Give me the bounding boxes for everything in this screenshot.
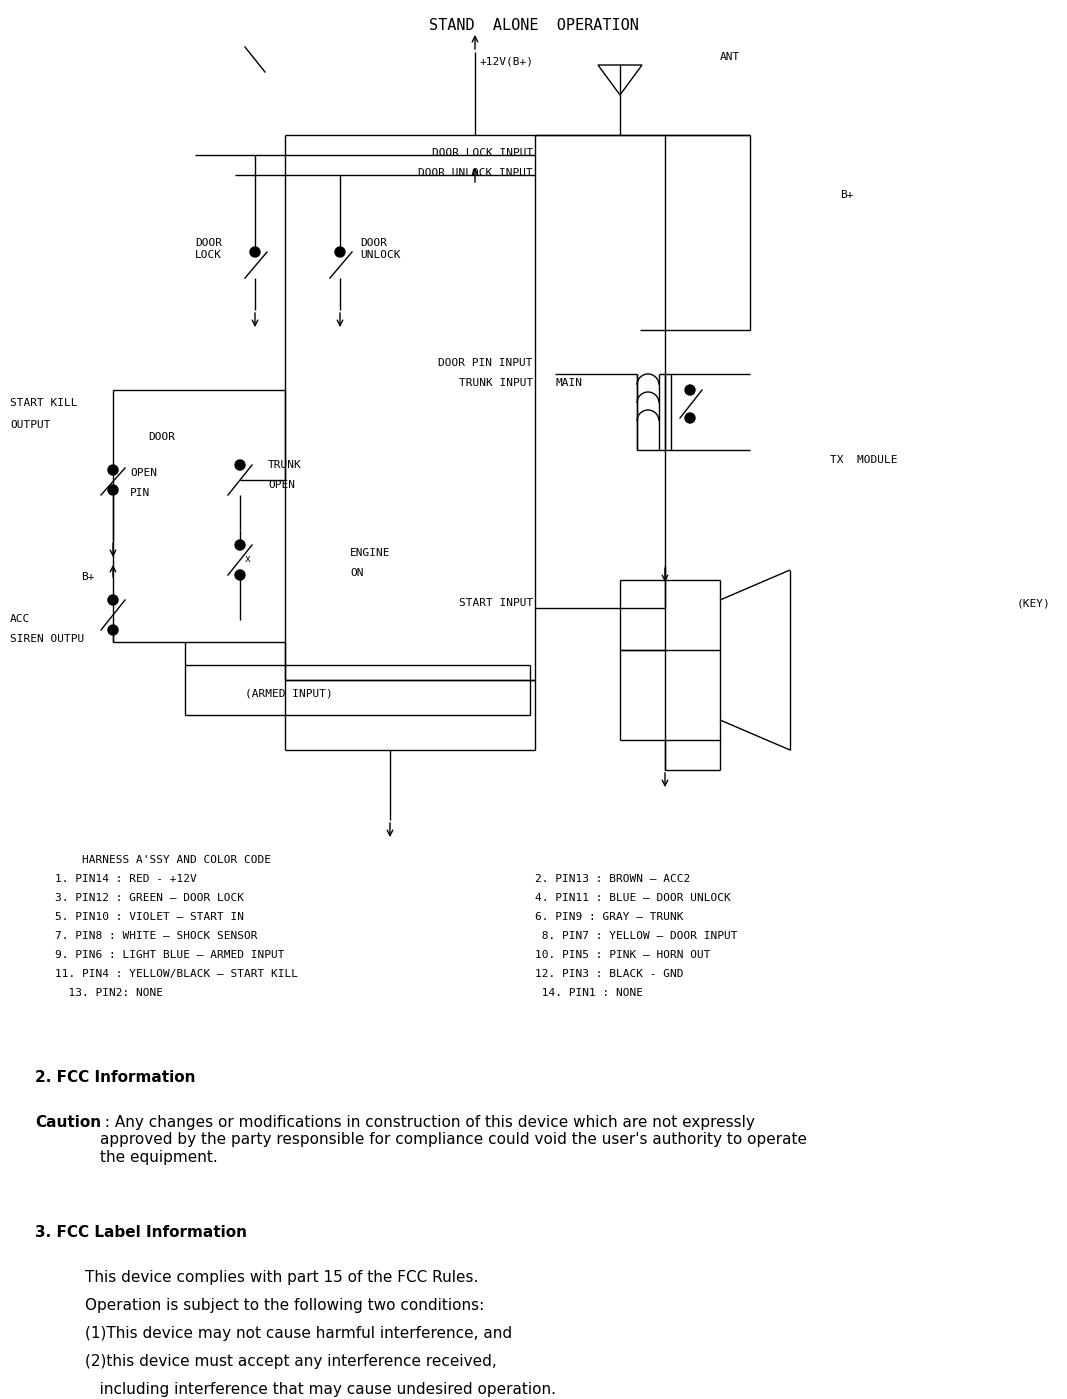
Text: 2. PIN13 : BROWN – ACC2: 2. PIN13 : BROWN – ACC2 bbox=[535, 874, 690, 884]
Text: B+: B+ bbox=[81, 572, 95, 582]
Text: 8. PIN7 : YELLOW – DOOR INPUT: 8. PIN7 : YELLOW – DOOR INPUT bbox=[535, 930, 737, 942]
Text: 12. PIN3 : BLACK - GND: 12. PIN3 : BLACK - GND bbox=[535, 970, 684, 979]
Text: (1)This device may not cause harmful interference, and: (1)This device may not cause harmful int… bbox=[85, 1326, 512, 1342]
Text: (2)this device must accept any interference received,: (2)this device must accept any interfere… bbox=[85, 1354, 497, 1370]
Text: 13. PIN2: NONE: 13. PIN2: NONE bbox=[55, 988, 163, 997]
Text: including interference that may cause undesired operation.: including interference that may cause un… bbox=[85, 1382, 556, 1398]
Text: MAIN: MAIN bbox=[555, 378, 582, 388]
Circle shape bbox=[235, 460, 245, 470]
Text: DOOR UNLOCK INPUT: DOOR UNLOCK INPUT bbox=[418, 168, 534, 178]
Circle shape bbox=[335, 248, 345, 257]
Circle shape bbox=[108, 485, 118, 495]
Text: START KILL: START KILL bbox=[10, 397, 78, 409]
Text: HARNESS A'SSY AND COLOR CODE: HARNESS A'SSY AND COLOR CODE bbox=[55, 855, 271, 865]
Circle shape bbox=[685, 413, 695, 422]
Text: TRUNK INPUT: TRUNK INPUT bbox=[459, 378, 534, 388]
Circle shape bbox=[235, 569, 245, 581]
Text: PIN: PIN bbox=[130, 488, 150, 498]
Circle shape bbox=[250, 248, 260, 257]
Text: ACC: ACC bbox=[10, 614, 30, 624]
Text: DOOR
LOCK: DOOR LOCK bbox=[195, 238, 222, 260]
Text: : Any changes or modifications in construction of this device which are not expr: : Any changes or modifications in constr… bbox=[100, 1115, 807, 1165]
Text: DOOR PIN INPUT: DOOR PIN INPUT bbox=[439, 358, 534, 368]
Text: +12V(B+): +12V(B+) bbox=[480, 56, 534, 66]
Text: DOOR LOCK INPUT: DOOR LOCK INPUT bbox=[432, 148, 534, 158]
Text: 3. FCC Label Information: 3. FCC Label Information bbox=[35, 1226, 246, 1240]
Text: 1. PIN14 : RED - +12V: 1. PIN14 : RED - +12V bbox=[55, 874, 196, 884]
Circle shape bbox=[108, 595, 118, 604]
Text: Operation is subject to the following two conditions:: Operation is subject to the following tw… bbox=[85, 1298, 484, 1314]
Text: OPEN: OPEN bbox=[130, 469, 157, 478]
Circle shape bbox=[108, 464, 118, 476]
Circle shape bbox=[108, 625, 118, 635]
Text: STAND  ALONE  OPERATION: STAND ALONE OPERATION bbox=[429, 18, 639, 34]
Text: 3. PIN12 : GREEN – DOOR LOCK: 3. PIN12 : GREEN – DOOR LOCK bbox=[55, 893, 244, 902]
Text: 5. PIN10 : VIOLET – START IN: 5. PIN10 : VIOLET – START IN bbox=[55, 912, 244, 922]
Text: ENGINE: ENGINE bbox=[350, 548, 391, 558]
Text: 10. PIN5 : PINK – HORN OUT: 10. PIN5 : PINK – HORN OUT bbox=[535, 950, 711, 960]
Text: This device complies with part 15 of the FCC Rules.: This device complies with part 15 of the… bbox=[85, 1270, 478, 1286]
Text: 4. PIN11 : BLUE – DOOR UNLOCK: 4. PIN11 : BLUE – DOOR UNLOCK bbox=[535, 893, 731, 902]
Text: OUTPUT: OUTPUT bbox=[10, 420, 50, 429]
Circle shape bbox=[235, 540, 245, 550]
Text: x: x bbox=[245, 554, 251, 564]
Text: 11. PIN4 : YELLOW/BLACK – START KILL: 11. PIN4 : YELLOW/BLACK – START KILL bbox=[55, 970, 298, 979]
Text: SIREN OUTPU: SIREN OUTPU bbox=[10, 634, 84, 644]
Text: (KEY): (KEY) bbox=[1016, 597, 1050, 609]
Text: 6. PIN9 : GRAY – TRUNK: 6. PIN9 : GRAY – TRUNK bbox=[535, 912, 684, 922]
Text: B+: B+ bbox=[840, 190, 854, 200]
Text: 9. PIN6 : LIGHT BLUE – ARMED INPUT: 9. PIN6 : LIGHT BLUE – ARMED INPUT bbox=[55, 950, 285, 960]
Text: 2. FCC Information: 2. FCC Information bbox=[35, 1070, 195, 1086]
Text: ANT: ANT bbox=[720, 52, 740, 62]
Text: DOOR: DOOR bbox=[148, 432, 175, 442]
Text: ON: ON bbox=[350, 568, 364, 578]
Text: TX  MODULE: TX MODULE bbox=[830, 455, 897, 464]
Text: START INPUT: START INPUT bbox=[459, 597, 534, 609]
Text: Caution: Caution bbox=[35, 1115, 101, 1130]
Circle shape bbox=[685, 385, 695, 395]
Text: 14. PIN1 : NONE: 14. PIN1 : NONE bbox=[535, 988, 643, 997]
Text: (ARMED INPUT): (ARMED INPUT) bbox=[245, 688, 333, 698]
Text: OPEN: OPEN bbox=[268, 480, 294, 490]
Text: 7. PIN8 : WHITE – SHOCK SENSOR: 7. PIN8 : WHITE – SHOCK SENSOR bbox=[55, 930, 257, 942]
Text: TRUNK: TRUNK bbox=[268, 460, 302, 470]
Text: DOOR
UNLOCK: DOOR UNLOCK bbox=[360, 238, 400, 260]
